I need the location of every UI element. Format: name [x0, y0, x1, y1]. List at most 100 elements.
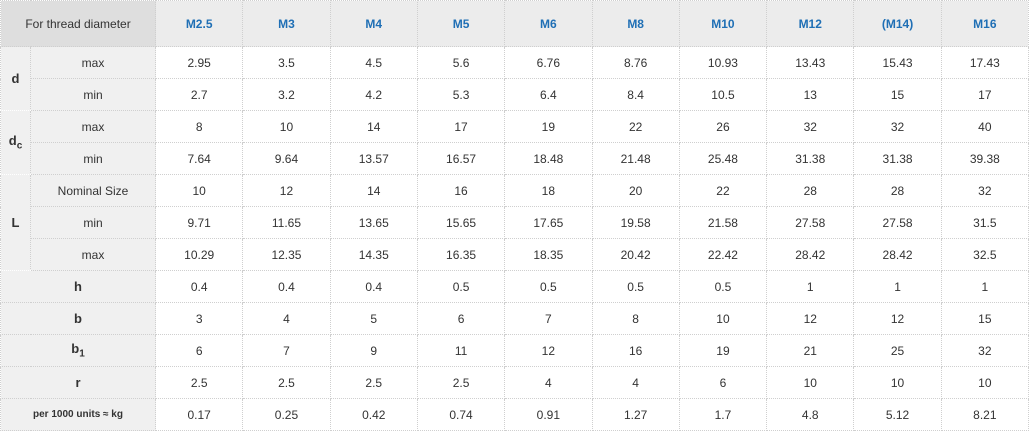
value-cell: 10 — [766, 366, 855, 399]
value-cell: 7 — [242, 334, 331, 367]
value-cell: 10 — [853, 366, 942, 399]
value-cell: 0.5 — [416, 270, 506, 303]
column-header: M3 — [242, 0, 331, 47]
symbol: b — [74, 311, 82, 326]
value-cell: 15.65 — [416, 206, 506, 239]
row-label: min — [29, 142, 157, 175]
data-row: r 2.5 2.5 2.5 2.5 4 4 6 10 10 10 — [0, 366, 1029, 399]
value-cell: 21.58 — [678, 206, 768, 239]
column-header: M4 — [329, 0, 418, 47]
value-cell: 12 — [853, 302, 942, 335]
value-cell: 21.48 — [591, 142, 680, 175]
value-cell: 25 — [853, 334, 942, 367]
symbol: r — [75, 375, 81, 390]
data-row: L Nominal Size 10 12 14 16 18 20 22 28 28 32 — [0, 174, 1029, 271]
value-cell: 19 — [678, 334, 768, 367]
value-cell: 9 — [329, 334, 418, 367]
value-cell: 28 — [766, 174, 855, 207]
value-cell: 13.57 — [329, 142, 418, 175]
value-cell: 2.5 — [329, 366, 418, 399]
value-cell: 1 — [766, 270, 855, 303]
value-cell: 2.5 — [416, 366, 506, 399]
value-cell: 27.58 — [853, 206, 942, 239]
value-cell: 0.42 — [329, 398, 418, 431]
value-cell: 9.71 — [155, 206, 244, 239]
data-row: min 9.71 11.65 13.65 15.65 17.65 19.58 21.58 27.… — [1, 206, 1029, 239]
value-cell: 6.76 — [504, 46, 593, 79]
value-cell: 22 — [678, 174, 768, 207]
value-cell: 4.2 — [329, 78, 418, 111]
symbol-subscript: c — [16, 140, 23, 152]
value-cell: 0.91 — [504, 398, 593, 431]
value-cell: 1 — [853, 270, 942, 303]
value-cell: 3.2 — [242, 78, 331, 111]
group-symbol: d — [0, 46, 31, 111]
corner-header: For thread diameter — [0, 0, 157, 47]
value-cell: 0.5 — [504, 270, 593, 303]
value-cell: 31.38 — [853, 142, 942, 175]
value-cell: 0.5 — [678, 270, 768, 303]
row-symbol: b — [0, 302, 157, 335]
value-cell: 8 — [591, 302, 680, 335]
value-cell: 1 — [940, 270, 1029, 303]
value-cell: 28.42 — [766, 238, 855, 271]
value-cell: 4.5 — [329, 46, 418, 79]
value-cell: 10 — [242, 110, 331, 143]
value-cell: 0.5 — [591, 270, 680, 303]
value-cell: 1.7 — [678, 398, 768, 431]
value-cell: 16.57 — [416, 142, 506, 175]
value-cell: 12.35 — [242, 238, 331, 271]
column-header: M12 — [766, 0, 855, 47]
symbol: d — [11, 71, 20, 86]
value-cell: 21 — [766, 334, 855, 367]
value-cell: 17 — [940, 78, 1029, 111]
value-cell: 12 — [504, 334, 593, 367]
column-header: (M14) — [853, 0, 942, 47]
column-header: M6 — [504, 0, 593, 47]
value-cell: 16 — [591, 334, 680, 367]
value-cell: 13 — [766, 78, 855, 111]
column-header: M16 — [940, 0, 1029, 47]
value-cell: 28.42 — [853, 238, 942, 271]
value-cell: 4.8 — [766, 398, 855, 431]
data-row: b1 6 7 9 11 12 16 19 21 25 32 — [0, 334, 1029, 367]
row-label: min — [29, 206, 157, 239]
row-symbol: r — [0, 366, 157, 399]
data-row: h 0.4 0.4 0.4 0.5 0.5 0.5 0.5 1 1 1 — [0, 270, 1029, 303]
value-cell: 10 — [678, 302, 768, 335]
data-row: b 3 4 5 6 7 8 10 12 12 15 — [0, 302, 1029, 335]
symbol: h — [74, 279, 82, 294]
group-symbol: dc — [0, 110, 31, 175]
column-header: M10 — [678, 0, 768, 47]
value-cell: 39.38 — [940, 142, 1029, 175]
symbol: b — [71, 341, 80, 357]
row-label: max — [29, 238, 157, 271]
header-row: For thread diameter M2.5 M3 M4 M5 M6 M8 M10 M12(… — [0, 0, 1029, 47]
value-cell: 0.4 — [242, 270, 331, 303]
value-cell: 40 — [940, 110, 1029, 143]
value-cell: 5.12 — [853, 398, 942, 431]
group-symbol: L — [0, 174, 31, 271]
value-cell: 7 — [504, 302, 593, 335]
value-cell: 22.42 — [678, 238, 768, 271]
column-header: M2.5 — [155, 0, 244, 47]
symbol: per 1000 units ≈ kg — [33, 409, 123, 420]
data-row: d max 2.95 3.5 4.5 5.6 6.76 8.76 10.93 13.43 15.43… — [0, 46, 1029, 111]
value-cell: 31.5 — [940, 206, 1029, 239]
value-cell: 4 — [242, 302, 331, 335]
value-cell: 2.5 — [242, 366, 331, 399]
value-cell: 18.48 — [504, 142, 593, 175]
value-cell: 10.5 — [678, 78, 768, 111]
value-cell: 18.35 — [504, 238, 593, 271]
value-cell: 20.42 — [591, 238, 680, 271]
symbol-subscript: 1 — [79, 348, 85, 360]
value-cell: 2.5 — [155, 366, 244, 399]
value-cell: 6 — [155, 334, 244, 367]
row-label: max — [29, 46, 157, 79]
value-cell: 0.4 — [329, 270, 418, 303]
value-cell: 20 — [591, 174, 680, 207]
value-cell: 13.65 — [329, 206, 418, 239]
value-cell: 32 — [853, 110, 942, 143]
